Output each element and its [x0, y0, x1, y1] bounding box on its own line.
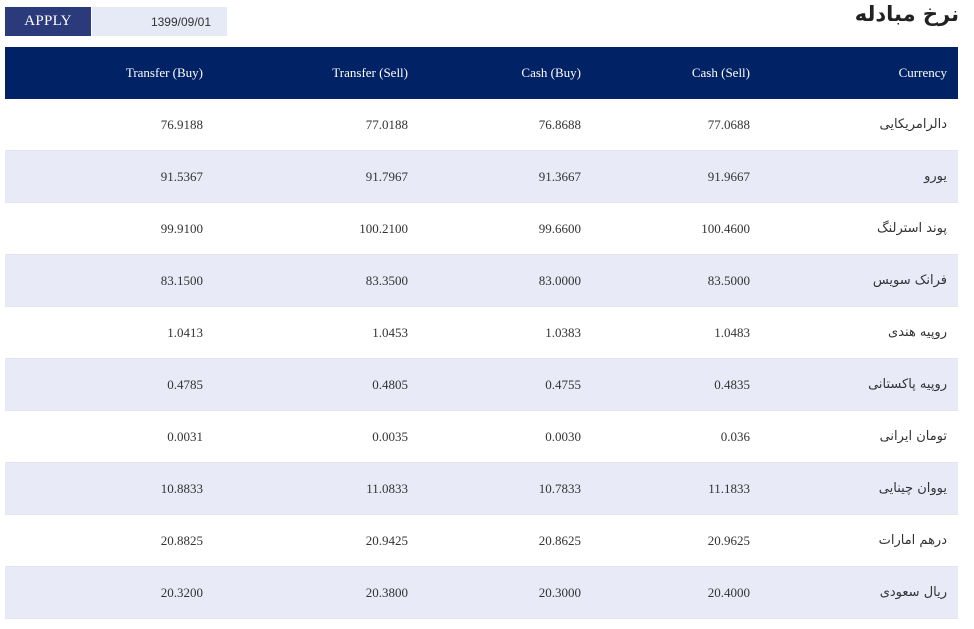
table-row: 20.8825 20.9425 20.8625 20.9625 درهم امارات — [5, 514, 958, 567]
exchange-rate-table: Transfer (Buy) Transfer (Sell) Cash (Buy… — [5, 47, 958, 619]
cell-cash-buy: 20.3000 — [408, 566, 581, 619]
cell-cash-sell: 0.4835 — [581, 358, 750, 411]
page-title: نرخ مبادله — [854, 2, 959, 26]
cell-cash-sell: 11.1833 — [581, 462, 750, 515]
cell-transfer-buy: 0.0031 — [5, 410, 203, 463]
cell-cash-sell: 20.9625 — [581, 514, 750, 567]
header-cash-buy: Cash (Buy) — [408, 47, 581, 99]
cell-cash-buy: 99.6600 — [408, 202, 581, 255]
cell-transfer-buy: 0.4785 — [5, 358, 203, 411]
cell-cash-sell: 83.5000 — [581, 254, 750, 307]
header-transfer-buy: Transfer (Buy) — [5, 47, 203, 99]
cell-currency: ریال سعودی — [750, 566, 958, 619]
date-input[interactable] — [92, 7, 227, 36]
cell-currency: یووان چینایی — [750, 462, 958, 515]
apply-button[interactable]: APPLY — [5, 7, 91, 36]
cell-cash-sell: 0.036 — [581, 410, 750, 463]
table-row: 83.1500 83.3500 83.0000 83.5000 فرانک سویس — [5, 254, 958, 307]
table-row: 0.0031 0.0035 0.0030 0.036 تومان ایرانی — [5, 410, 958, 463]
cell-transfer-buy: 20.3200 — [5, 566, 203, 619]
cell-currency: یورو — [750, 150, 958, 203]
cell-currency: روپیه هندی — [750, 306, 958, 359]
cell-currency: دالرامریکایی — [750, 99, 958, 151]
cell-transfer-buy: 99.9100 — [5, 202, 203, 255]
cell-currency: روپیه پاکستانی — [750, 358, 958, 411]
table-row: 99.9100 100.2100 99.6600 100.4600 پوند استرل… — [5, 202, 958, 255]
header-cash-sell: Cash (Sell) — [581, 47, 750, 99]
currency-name: دالرامریکایی — [879, 117, 948, 132]
header-currency: Currency — [750, 47, 958, 99]
cell-transfer-buy: 83.1500 — [5, 254, 203, 307]
cell-transfer-sell: 20.9425 — [203, 514, 408, 567]
table-row: 20.3200 20.3800 20.3000 20.4000 ریال سعودی — [5, 566, 958, 619]
table-row: 10.8833 11.0833 10.7833 11.1833 یووان چینایی — [5, 462, 958, 515]
cell-currency: تومان ایرانی — [750, 410, 958, 463]
cell-transfer-sell: 100.2100 — [203, 202, 408, 255]
cell-cash-buy: 83.0000 — [408, 254, 581, 307]
cell-cash-sell: 20.4000 — [581, 566, 750, 619]
currency-name: ریال سعودی — [879, 585, 947, 600]
cell-cash-buy: 76.8688 — [408, 99, 581, 151]
cell-cash-buy: 0.0030 — [408, 410, 581, 463]
cell-transfer-buy: 1.0413 — [5, 306, 203, 359]
currency-name: روپیه پاکستانی — [868, 377, 947, 392]
cell-cash-buy: 10.7833 — [408, 462, 581, 515]
currency-name: درهم امارات — [878, 533, 947, 548]
currency-name: تومان ایرانی — [879, 429, 947, 444]
cell-cash-sell: 91.9667 — [581, 150, 750, 203]
cell-transfer-sell: 0.4805 — [203, 358, 408, 411]
table-row: 0.4785 0.4805 0.4755 0.4835 روپیه پاکستانی — [5, 358, 958, 411]
cell-transfer-buy: 76.9188 — [5, 99, 203, 151]
cell-cash-buy: 20.8625 — [408, 514, 581, 567]
cell-currency: پوند استرلنگ — [750, 202, 958, 255]
cell-cash-sell: 100.4600 — [581, 202, 750, 255]
header-transfer-sell: Transfer (Sell) — [203, 47, 408, 99]
currency-name: فرانک سویس — [872, 273, 947, 288]
cell-transfer-buy: 91.5367 — [5, 150, 203, 203]
cell-transfer-sell: 1.0453 — [203, 306, 408, 359]
table-row: 91.5367 91.7967 91.3667 91.9667 یورو — [5, 150, 958, 203]
cell-cash-sell: 77.0688 — [581, 99, 750, 151]
cell-cash-buy: 91.3667 — [408, 150, 581, 203]
cell-transfer-sell: 0.0035 — [203, 410, 408, 463]
cell-cash-buy: 1.0383 — [408, 306, 581, 359]
table-row: 76.9188 77.0188 76.8688 77.0688 دالرامریکایی — [5, 99, 958, 151]
currency-name: یورو — [924, 169, 947, 184]
cell-transfer-sell: 11.0833 — [203, 462, 408, 515]
cell-transfer-sell: 20.3800 — [203, 566, 408, 619]
table-row: 1.0413 1.0453 1.0383 1.0483 روپیه هندی — [5, 306, 958, 359]
cell-transfer-buy: 10.8833 — [5, 462, 203, 515]
cell-transfer-sell: 91.7967 — [203, 150, 408, 203]
cell-transfer-buy: 20.8825 — [5, 514, 203, 567]
cell-transfer-sell: 77.0188 — [203, 99, 408, 151]
cell-cash-sell: 1.0483 — [581, 306, 750, 359]
cell-currency: درهم امارات — [750, 514, 958, 567]
cell-transfer-sell: 83.3500 — [203, 254, 408, 307]
currency-name: روپیه هندی — [888, 325, 947, 340]
cell-cash-buy: 0.4755 — [408, 358, 581, 411]
cell-currency: فرانک سویس — [750, 254, 958, 307]
currency-name: یووان چینایی — [878, 481, 947, 496]
currency-name: پوند استرلنگ — [876, 221, 947, 236]
table-header-row: Transfer (Buy) Transfer (Sell) Cash (Buy… — [5, 47, 958, 99]
